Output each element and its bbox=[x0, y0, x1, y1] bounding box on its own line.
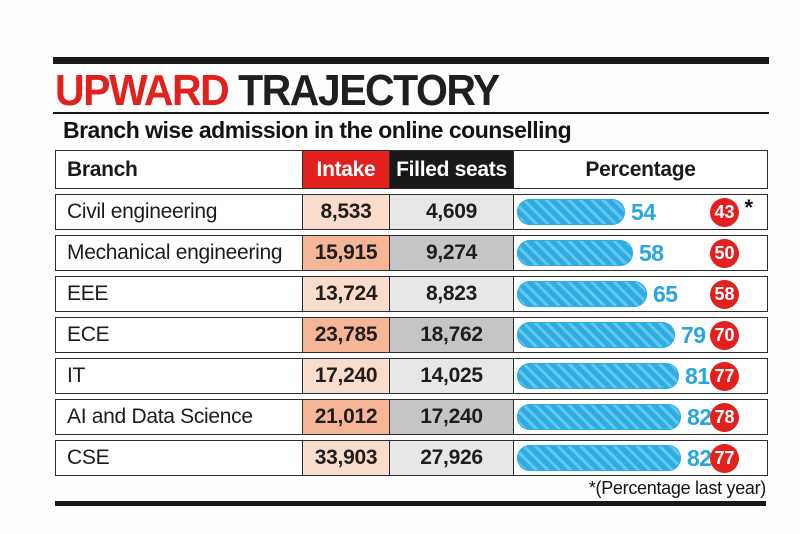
table-row: Mechanical engineering 15,915 9,274 58 50 bbox=[55, 235, 768, 271]
page-title-red-part: UPWARD bbox=[55, 66, 230, 115]
admissions-table: Branch Intake Filled seats Percentage Ci… bbox=[55, 150, 768, 476]
percentage-cell: 65 58 bbox=[514, 277, 767, 311]
intake-value: 8,533 bbox=[303, 195, 390, 229]
percentage-cell: 79 70 bbox=[514, 318, 767, 352]
percentage-value: 82 bbox=[687, 404, 712, 430]
filled-seats-value: 4,609 bbox=[390, 195, 514, 229]
filled-seats-value: 9,274 bbox=[390, 236, 514, 270]
filled-seats-value: 17,240 bbox=[390, 400, 514, 434]
bottom-rule-bar bbox=[55, 501, 766, 506]
branch-name: Civil engineering bbox=[56, 195, 303, 229]
footnote-asterisk: * bbox=[744, 195, 753, 220]
filled-seats-value: 18,762 bbox=[390, 318, 514, 352]
branch-name: Mechanical engineering bbox=[56, 236, 303, 270]
percentage-bar bbox=[517, 199, 625, 225]
percentage-value: 81 bbox=[685, 363, 710, 389]
table-row: AI and Data Science 21,012 17,240 82 78 bbox=[55, 399, 768, 435]
branch-name: ECE bbox=[56, 318, 303, 352]
percentage-value: 58 bbox=[639, 240, 664, 266]
intake-value: 23,785 bbox=[303, 318, 390, 352]
table-row: IT 17,240 14,025 81 77 bbox=[55, 358, 768, 394]
branch-name: AI and Data Science bbox=[56, 400, 303, 434]
column-header-percentage: Percentage bbox=[585, 157, 696, 181]
last-year-percentage-badge: 77 bbox=[710, 362, 739, 391]
percentage-bar bbox=[517, 281, 647, 307]
last-year-percentage-badge: 70 bbox=[710, 321, 739, 350]
filled-seats-value: 27,926 bbox=[390, 441, 514, 475]
last-year-percentage-badge: 77 bbox=[710, 444, 739, 473]
table-header-row: Branch Intake Filled seats Percentage bbox=[55, 150, 768, 189]
footnote: *(Percentage last year) bbox=[588, 478, 766, 498]
title-divider-rule bbox=[53, 112, 769, 114]
last-year-percentage-badge: 50 bbox=[710, 239, 739, 268]
column-header-intake: Intake bbox=[303, 151, 390, 188]
percentage-bar bbox=[517, 322, 675, 348]
percentage-bar bbox=[517, 240, 633, 266]
filled-seats-value: 14,025 bbox=[390, 359, 514, 393]
page-title-black-part: TRAJECTORY bbox=[238, 66, 500, 115]
filled-seats-value: 8,823 bbox=[390, 277, 514, 311]
table-row: Civil engineering 8,533 4,609 54 43 * bbox=[55, 194, 768, 230]
percentage-value: 79 bbox=[681, 322, 706, 348]
column-header-branch: Branch bbox=[56, 151, 303, 188]
intake-value: 15,915 bbox=[303, 236, 390, 270]
table-row: CSE 33,903 27,926 82 77 bbox=[55, 440, 768, 476]
percentage-cell: 81 77 bbox=[514, 359, 767, 393]
percentage-cell: 54 43 * bbox=[514, 195, 767, 229]
percentage-value: 82 bbox=[687, 445, 712, 471]
branch-name: EEE bbox=[56, 277, 303, 311]
percentage-value: 54 bbox=[631, 199, 656, 225]
last-year-percentage-badge: 78 bbox=[710, 403, 739, 432]
percentage-cell: 58 50 bbox=[514, 236, 767, 270]
branch-name: CSE bbox=[56, 441, 303, 475]
percentage-cell: 82 77 bbox=[514, 441, 767, 475]
column-header-filled-seats: Filled seats bbox=[390, 151, 514, 188]
percentage-bar bbox=[517, 404, 681, 430]
page-title: UPWARD TRAJECTORY bbox=[55, 66, 500, 115]
intake-value: 33,903 bbox=[303, 441, 390, 475]
last-year-percentage-badge: 43 bbox=[710, 198, 739, 227]
percentage-bar bbox=[517, 363, 679, 389]
intake-value: 13,724 bbox=[303, 277, 390, 311]
top-rule-bar bbox=[53, 57, 769, 64]
last-year-percentage-badge: 58 bbox=[710, 280, 739, 309]
percentage-bar bbox=[517, 445, 681, 471]
table-row: ECE 23,785 18,762 79 70 bbox=[55, 317, 768, 353]
intake-value: 17,240 bbox=[303, 359, 390, 393]
branch-name: IT bbox=[56, 359, 303, 393]
page-subtitle: Branch wise admission in the online coun… bbox=[63, 117, 572, 143]
table-body: Civil engineering 8,533 4,609 54 43 * Mechanic… bbox=[55, 194, 768, 476]
table-row: EEE 13,724 8,823 65 58 bbox=[55, 276, 768, 312]
percentage-value: 65 bbox=[653, 281, 678, 307]
intake-value: 21,012 bbox=[303, 400, 390, 434]
percentage-cell: 82 78 bbox=[514, 400, 767, 434]
